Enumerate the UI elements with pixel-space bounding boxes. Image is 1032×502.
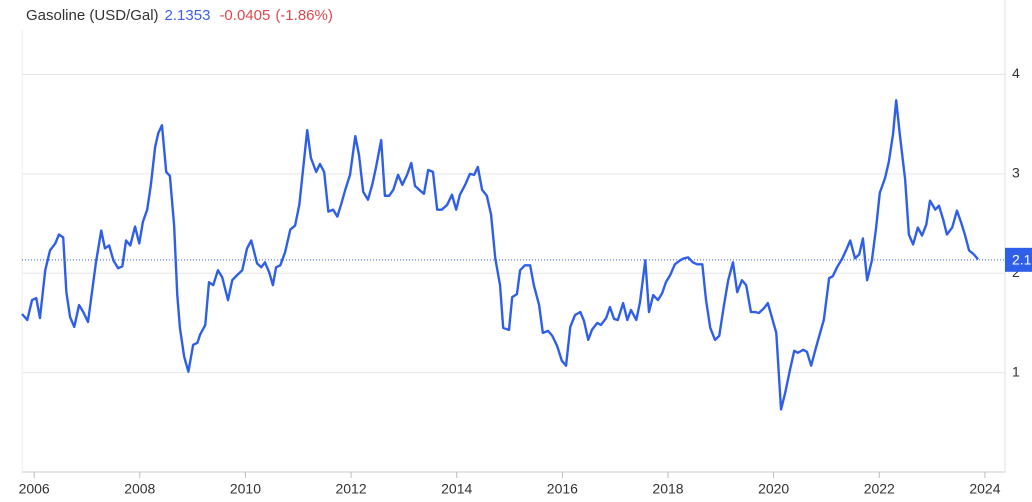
x-tick-label: 2014	[441, 481, 472, 497]
x-tick-label: 2008	[124, 481, 155, 497]
last-price-badge	[1005, 247, 1032, 272]
chart-title: Gasoline (USD/Gal)	[26, 7, 159, 24]
x-tick-label: 2012	[335, 481, 366, 497]
x-tick-label: 2024	[969, 481, 1000, 497]
y-tick-label: 1	[1012, 363, 1020, 379]
price-line	[21, 99, 979, 411]
x-tick-label: 2016	[547, 481, 578, 497]
x-tick-label: 2020	[758, 481, 789, 497]
last-price-badge-label: 2.1353	[1012, 252, 1032, 268]
x-tick-label: 2010	[230, 481, 261, 497]
x-tick-label: 2022	[864, 481, 895, 497]
last-value: 2.1353	[165, 7, 211, 24]
y-tick-label: 2	[1012, 264, 1020, 280]
y-tick-label: 4	[1012, 65, 1020, 81]
change-value: -0.0405	[219, 7, 270, 24]
chart-header: Gasoline (USD/Gal) 2.1353 -0.0405 (-1.86%)	[26, 7, 333, 24]
y-tick-label: 3	[1012, 165, 1020, 181]
x-tick-label: 2006	[19, 481, 50, 497]
change-percent: (-1.86%)	[275, 7, 333, 24]
x-tick-label: 2018	[652, 481, 683, 497]
